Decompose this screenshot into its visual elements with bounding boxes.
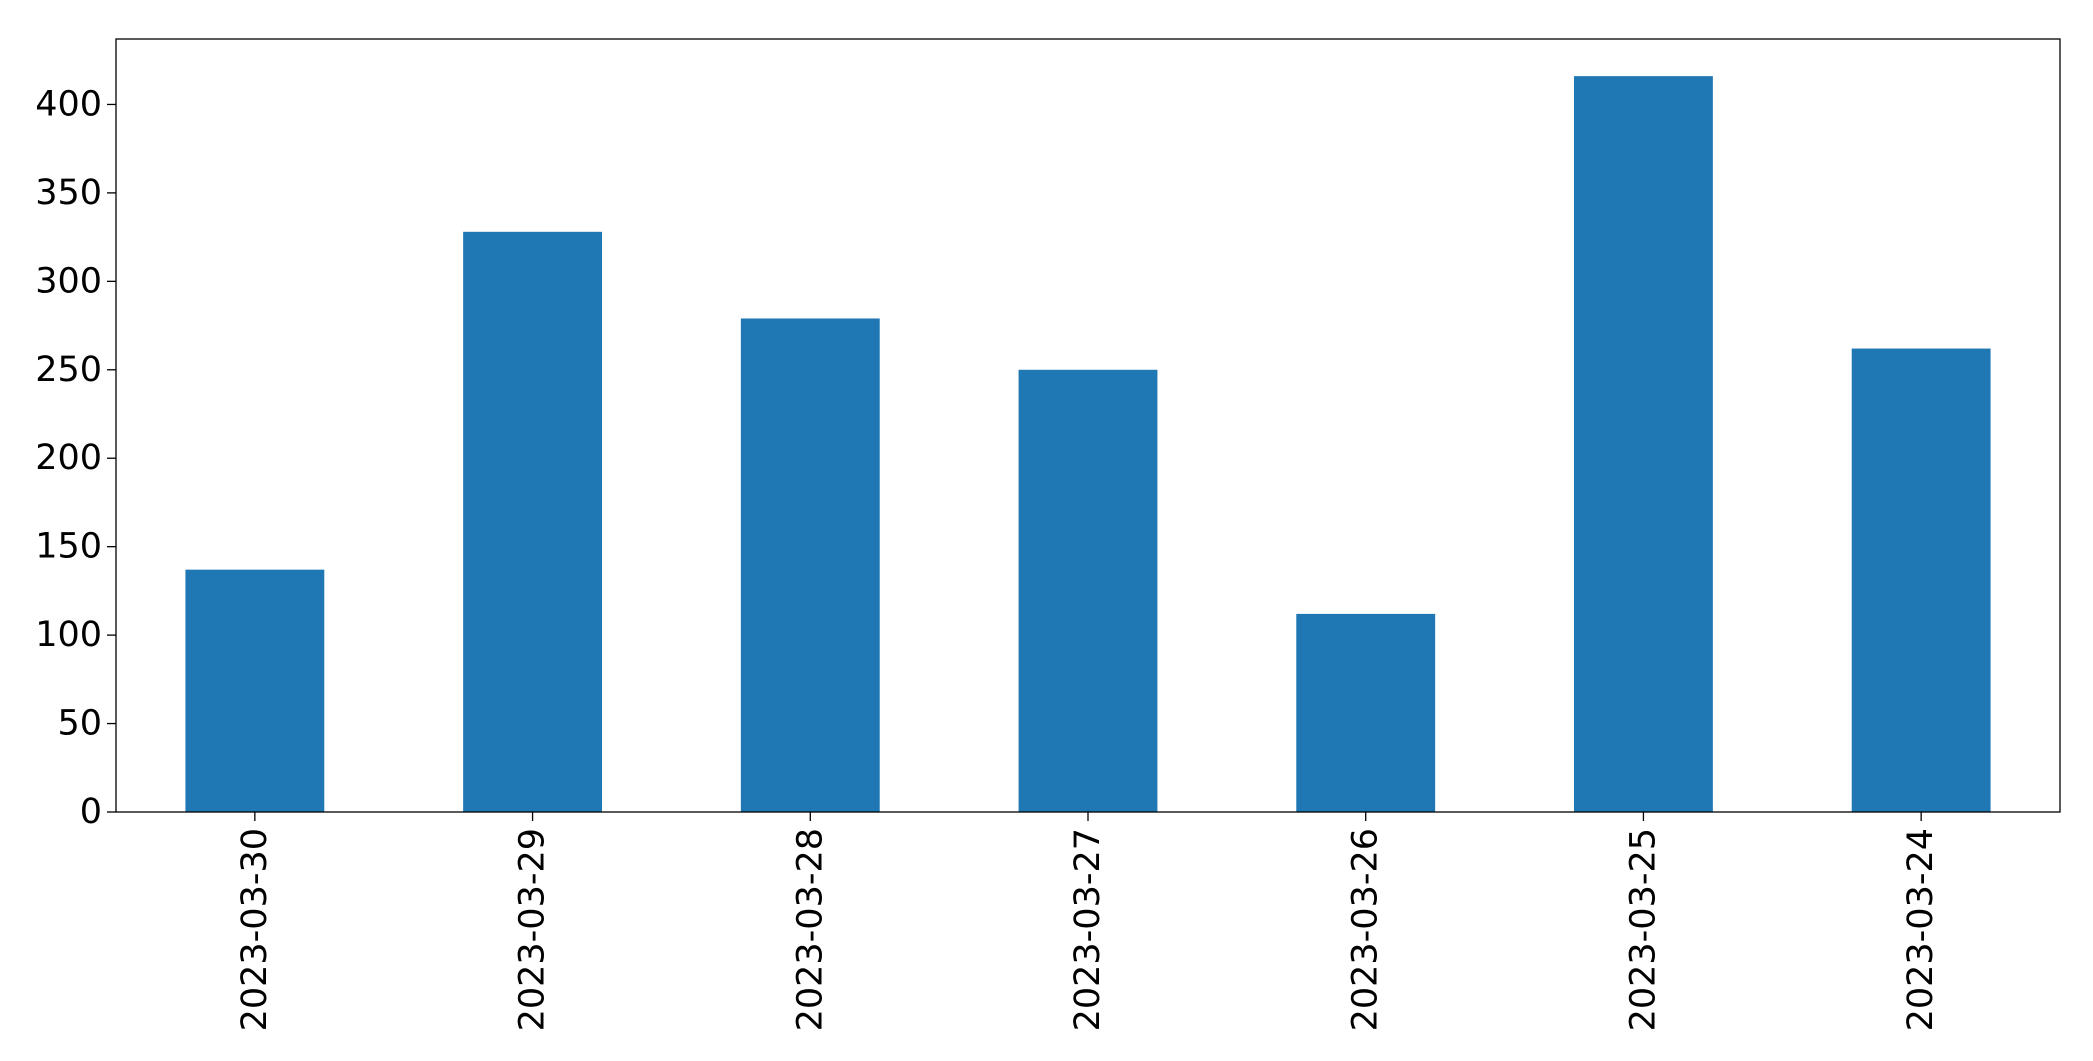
bar-2023-03-30 xyxy=(185,569,325,812)
x-axis: 2023-03-30 2023-03-29 2023-03-28 2023-03-27… xyxy=(235,812,1941,1031)
bars-group xyxy=(185,76,1991,812)
x-tick-label: 2023-03-24 xyxy=(1901,828,1941,1031)
y-tick-label: 150 xyxy=(35,527,102,567)
y-axis: 0 50 100 150 200 250 300 350 400 xyxy=(35,84,116,832)
x-tick-label: 2023-03-25 xyxy=(1623,828,1663,1031)
bar-2023-03-29 xyxy=(463,231,602,812)
x-tick-label: 2023-03-28 xyxy=(790,828,830,1031)
y-tick-label: 250 xyxy=(35,350,102,390)
x-tick-label: 2023-03-30 xyxy=(235,828,275,1031)
bar-2023-03-26 xyxy=(1296,613,1436,812)
x-tick-label: 2023-03-29 xyxy=(513,828,553,1031)
bar-2023-03-27 xyxy=(1018,369,1158,812)
y-tick-label: 350 xyxy=(35,173,102,213)
x-tick-label: 2023-03-26 xyxy=(1346,828,1386,1031)
y-tick-label: 100 xyxy=(35,615,102,655)
bar-2023-03-24 xyxy=(1851,348,1991,812)
y-tick-label: 200 xyxy=(35,438,102,478)
y-tick-label: 400 xyxy=(35,84,102,124)
bar-2023-03-25 xyxy=(1574,76,1713,812)
y-tick-label: 300 xyxy=(35,261,102,301)
x-tick-label: 2023-03-27 xyxy=(1068,828,1108,1031)
y-tick-label: 50 xyxy=(57,704,102,744)
bar-2023-03-28 xyxy=(740,318,880,812)
plot-frame xyxy=(115,38,2061,813)
y-tick-label: 0 xyxy=(80,792,102,832)
